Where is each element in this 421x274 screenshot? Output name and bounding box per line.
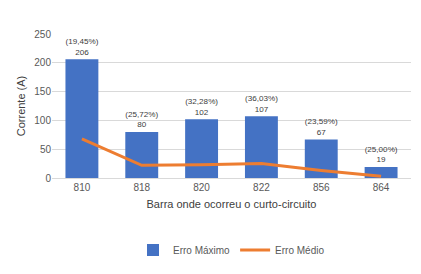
svg-text:Erro Máximo: Erro Máximo bbox=[173, 245, 230, 256]
svg-text:Barra onde ocorreu o curto-cir: Barra onde ocorreu o curto-circuito bbox=[147, 198, 317, 210]
svg-text:Corrente (A): Corrente (A) bbox=[15, 76, 27, 137]
svg-text:200: 200 bbox=[34, 57, 51, 68]
svg-text:Erro Médio: Erro Médio bbox=[275, 245, 324, 256]
svg-text:864: 864 bbox=[373, 182, 390, 193]
svg-text:0: 0 bbox=[45, 173, 51, 184]
svg-text:(25,00%)19: (25,00%)19 bbox=[365, 145, 398, 165]
svg-text:(32,28%)102: (32,28%)102 bbox=[185, 97, 218, 117]
svg-text:(25,72%)80: (25,72%)80 bbox=[125, 110, 158, 130]
svg-text:820: 820 bbox=[193, 182, 210, 193]
svg-text:810: 810 bbox=[74, 182, 91, 193]
svg-text:150: 150 bbox=[34, 86, 51, 97]
svg-text:100: 100 bbox=[34, 115, 51, 126]
svg-text:(19,45%)206: (19,45%)206 bbox=[65, 37, 98, 57]
svg-text:856: 856 bbox=[313, 182, 330, 193]
svg-text:818: 818 bbox=[133, 182, 150, 193]
svg-text:250: 250 bbox=[34, 29, 51, 40]
svg-text:(23,59%)67: (23,59%)67 bbox=[305, 117, 338, 137]
svg-text:50: 50 bbox=[40, 144, 52, 155]
svg-text:822: 822 bbox=[253, 182, 270, 193]
svg-text:(36,03%)107: (36,03%)107 bbox=[245, 94, 278, 114]
